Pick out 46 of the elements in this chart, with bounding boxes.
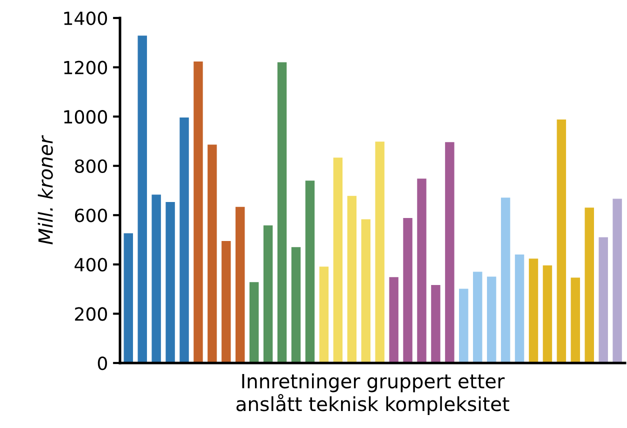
bar: [402, 217, 414, 363]
bar: [444, 141, 456, 363]
x-axis-title: Innretninger gruppert etter anslått teknisk kompleksitet: [236, 373, 510, 416]
y-tick-label: 1400: [64, 11, 107, 26]
bar: [388, 276, 400, 363]
bar: [192, 60, 204, 363]
bar: [318, 266, 330, 363]
bar: [598, 236, 609, 363]
bar: [500, 196, 512, 363]
bar: [122, 232, 134, 363]
bar: [556, 118, 567, 363]
bar: [150, 194, 162, 363]
bar: [346, 195, 358, 363]
bar: [514, 254, 525, 363]
bar: [276, 61, 288, 363]
bar: [304, 180, 316, 363]
y-tick-label: 400: [74, 258, 107, 272]
bar: [374, 140, 386, 363]
bar: [542, 264, 553, 363]
bar: [472, 270, 484, 363]
bar: [612, 198, 623, 363]
y-tick-label: 1200: [64, 60, 107, 74]
y-tick-label: 800: [74, 159, 107, 173]
bar: [584, 206, 595, 363]
y-tick-label: 1000: [64, 110, 107, 124]
bar: [206, 144, 218, 363]
bar: [178, 116, 190, 363]
bar: [416, 178, 428, 363]
bar: [136, 34, 148, 363]
y-tick-label: 0: [98, 356, 107, 370]
bar: [360, 218, 372, 363]
bar: [486, 276, 498, 363]
y-tick-label: 600: [74, 208, 107, 222]
y-tick-label: 200: [75, 307, 107, 321]
bar: [570, 276, 581, 363]
bar: [332, 156, 344, 363]
bar: [220, 240, 232, 363]
bar: [528, 258, 539, 363]
bar: [234, 206, 246, 363]
bar: [164, 201, 176, 363]
bar: [458, 288, 470, 363]
bar: [430, 284, 442, 363]
bar: [290, 246, 302, 363]
y-axis-title: Mill. kroner: [38, 135, 53, 244]
bar: [248, 281, 260, 363]
bar: [262, 224, 274, 363]
